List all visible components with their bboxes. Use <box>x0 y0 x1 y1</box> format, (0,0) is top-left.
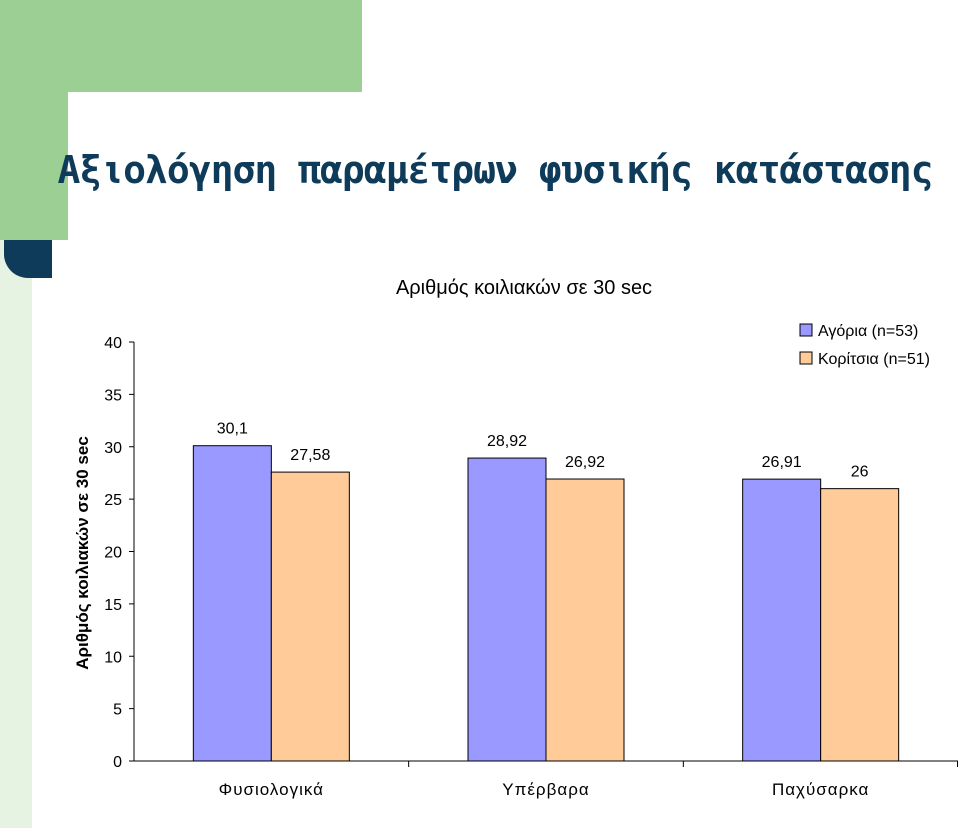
x-category-label: Παχύσαρκα <box>772 780 869 799</box>
chart-title: Αριθμός κοιλιακών σε 30 sec <box>396 277 652 299</box>
bar <box>270 471 350 762</box>
legend-label: Αγόρια (n=53) <box>818 323 918 340</box>
decor-dot <box>4 240 52 278</box>
slide-title: Αξιολόγηση παραμέτρων φυσικής κατάστασης <box>57 148 933 192</box>
y-axis-label: Αριθμός κοιλιακών σε 30 sec <box>73 436 92 670</box>
data-label: 28,92 <box>487 433 527 450</box>
data-label: 30,1 <box>217 421 248 438</box>
legend-label: Κορίτσια (n=51) <box>818 351 930 368</box>
y-tick-label: 15 <box>104 597 122 614</box>
data-label: 26,92 <box>565 454 605 471</box>
bar <box>820 488 900 762</box>
x-category-label: Φυσιολογικά <box>219 780 324 799</box>
y-tick-label: 30 <box>104 440 122 457</box>
y-tick-label: 20 <box>104 545 122 562</box>
legend-swatch <box>799 323 813 337</box>
bar <box>467 457 547 762</box>
y-tick-label: 5 <box>113 702 122 719</box>
data-label: 27,58 <box>290 447 330 464</box>
bar <box>742 478 822 762</box>
decor-green-band-left <box>0 0 68 240</box>
legend: Αγόρια (n=53) Κορίτσια (n=51) <box>799 323 930 368</box>
bar <box>192 445 272 762</box>
y-tick-label: 25 <box>104 492 122 509</box>
plot-area: 0 5 10 15 20 25 30 35 40 Φυσιολογικά 30,1 27,58 Υπέρ… <box>104 335 958 799</box>
data-label: 26,91 <box>762 454 802 471</box>
y-tick-label: 10 <box>104 649 122 666</box>
y-tick-label: 0 <box>113 754 122 771</box>
y-tick-label: 40 <box>104 335 122 352</box>
x-category-label: Υπέρβαρα <box>502 780 589 799</box>
decor-rounded-corner <box>68 92 368 292</box>
data-label: 26 <box>851 464 869 481</box>
y-tick-label: 35 <box>104 387 122 404</box>
decor-light-band-left <box>0 240 32 828</box>
legend-swatch <box>799 351 813 365</box>
bar <box>545 478 625 762</box>
